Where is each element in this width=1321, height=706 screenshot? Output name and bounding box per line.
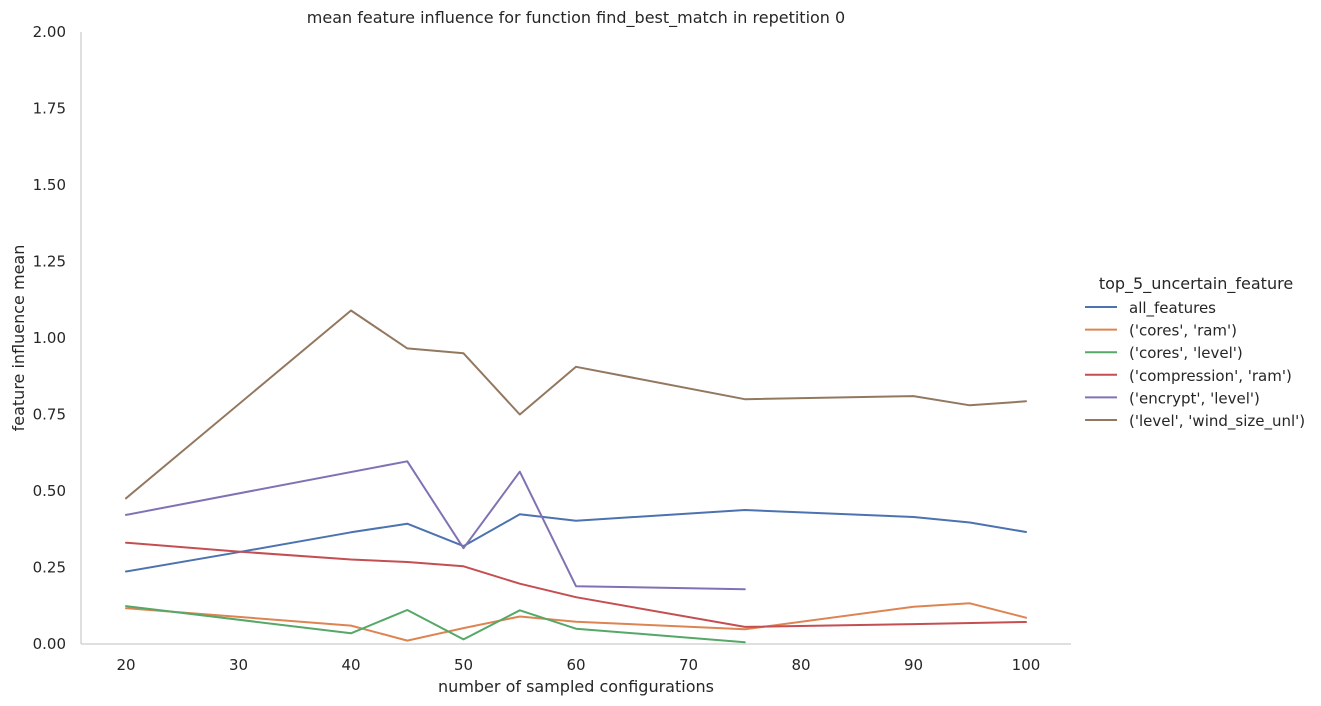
y-tick-label: 0.50 <box>33 482 66 500</box>
legend-item: all_features <box>1085 299 1216 318</box>
series-line <box>125 460 746 591</box>
legend-item: ('cores', 'level') <box>1085 344 1243 362</box>
series-line <box>125 541 1027 628</box>
legend-items: all_features ('cores', 'ram') ('cores', 'l… <box>1085 299 1305 431</box>
y-tick-label: 1.25 <box>33 253 66 271</box>
legend-label: ('cores', 'level') <box>1129 344 1243 362</box>
x-tick-label: 60 <box>566 656 585 674</box>
x-tick-label: 40 <box>341 656 360 674</box>
x-tick-labels: 20 30 40 50 60 70 80 90 100 <box>116 656 1040 674</box>
chart-title: mean feature influence for function find… <box>307 8 845 28</box>
series-lines <box>125 309 1027 644</box>
y-tick-label: 1.00 <box>33 329 66 347</box>
legend-label: ('compression', 'ram') <box>1129 367 1292 385</box>
y-tick-label: 1.50 <box>33 176 66 194</box>
legend-label: all_features <box>1129 299 1216 318</box>
x-tick-label: 50 <box>454 656 473 674</box>
legend-label: ('encrypt', 'level') <box>1129 389 1260 407</box>
x-tick-label: 100 <box>1012 656 1041 674</box>
legend-label: ('cores', 'ram') <box>1129 322 1237 340</box>
legend: top_5_uncertain_feature all_features ('co… <box>1085 274 1305 431</box>
y-tick-label: 0.00 <box>33 635 66 653</box>
series-line <box>125 605 746 644</box>
legend-item: ('cores', 'ram') <box>1085 322 1237 340</box>
x-axis-label: number of sampled configurations <box>438 677 714 696</box>
y-axis-label: feature influence mean <box>9 245 28 432</box>
x-tick-label: 70 <box>679 656 698 674</box>
series-line <box>125 309 1027 500</box>
series-line <box>125 509 1027 573</box>
x-tick-label: 90 <box>904 656 923 674</box>
y-tick-label: 1.75 <box>33 100 66 118</box>
y-tick-labels: 0.00 0.25 0.50 0.75 1.00 1.25 1.50 1.75 2.00 <box>33 23 66 653</box>
legend-label: ('level', 'wind_size_unl') <box>1129 412 1305 431</box>
y-tick-label: 0.75 <box>33 406 66 424</box>
legend-title: top_5_uncertain_feature <box>1099 274 1293 294</box>
y-tick-label: 2.00 <box>33 23 66 41</box>
x-tick-label: 80 <box>791 656 810 674</box>
legend-item: ('encrypt', 'level') <box>1085 389 1260 407</box>
y-tick-label: 0.25 <box>33 559 66 577</box>
legend-item: ('compression', 'ram') <box>1085 367 1292 385</box>
legend-item: ('level', 'wind_size_unl') <box>1085 412 1305 431</box>
x-tick-label: 30 <box>229 656 248 674</box>
x-tick-label: 20 <box>116 656 135 674</box>
